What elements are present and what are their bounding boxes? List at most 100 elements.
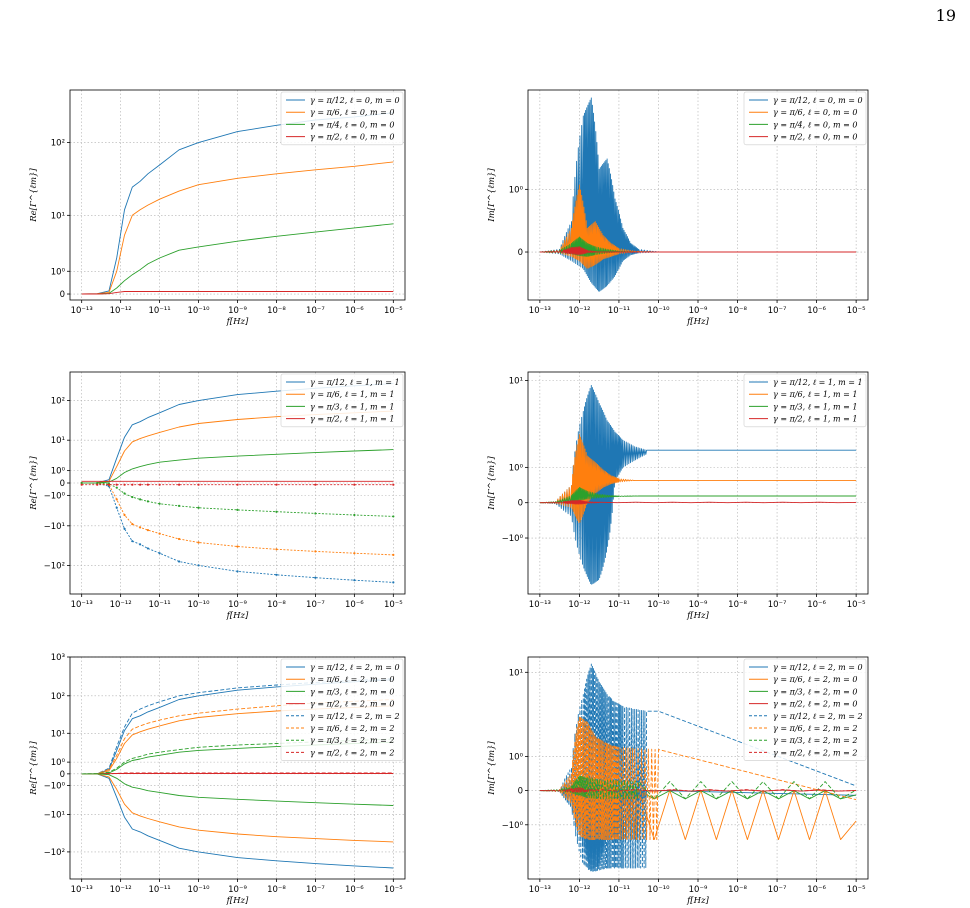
series-marker: [392, 553, 395, 556]
legend-label: γ = π/2, ℓ = 1, m = 1: [310, 415, 394, 424]
x-tick-label: 10⁻¹⁰: [647, 600, 670, 610]
x-tick-label: 10⁻⁹: [228, 306, 247, 316]
y-tick-label: 0: [60, 479, 65, 489]
x-tick-label: 10⁻⁸: [728, 306, 747, 316]
x-tick-label: 10⁻⁷: [768, 600, 787, 610]
legend: γ = π/12, ℓ = 1, m = 1 γ = π/6, ℓ = 1, m …: [743, 373, 867, 428]
series-marker: [146, 483, 150, 486]
series-line-3: [81, 291, 394, 295]
series-marker: [177, 483, 181, 486]
series-marker: [353, 483, 356, 486]
x-tick-label: 10⁻⁵: [847, 885, 866, 895]
x-axis-label: f[Hz]: [686, 896, 709, 906]
x-tick-label: 10⁻⁹: [228, 600, 247, 610]
series-marker: [197, 564, 200, 567]
y-tick-label: 10¹: [509, 668, 523, 678]
x-tick-label: 10⁻⁷: [306, 600, 325, 610]
x-tick-label: 10⁻¹³: [71, 306, 93, 316]
legend-box: [743, 373, 867, 428]
series-marker: [177, 560, 181, 563]
series-line-6: [81, 482, 394, 517]
series-marker: [115, 486, 118, 489]
x-tick-label: 10⁻⁷: [768, 885, 787, 895]
legend-box: [743, 91, 867, 146]
x-tick-label: 10⁻⁵: [847, 306, 866, 316]
plot-frame: [527, 656, 869, 880]
x-tick-label: 10⁻⁵: [384, 885, 403, 895]
series-line-9: [81, 773, 394, 843]
x-tick-label: 10⁻¹⁰: [187, 885, 210, 895]
x-tick-label: 10⁻⁸: [267, 885, 286, 895]
y-tick-label: 10⁰: [509, 752, 524, 762]
series-marker: [197, 506, 200, 509]
x-tick-label: 10⁻¹¹: [608, 306, 630, 316]
series-marker: [392, 515, 395, 518]
x-tick-label: 10⁻¹²: [568, 306, 590, 316]
series-marker: [314, 576, 317, 579]
series-marker: [146, 500, 150, 503]
x-tick-label: 10⁻¹¹: [149, 600, 171, 610]
y-tick-label: 10⁰: [51, 267, 66, 277]
series-marker: [275, 548, 278, 551]
series-marker: [314, 483, 317, 486]
plot-frame: [527, 371, 869, 595]
legend-box: [743, 658, 867, 761]
x-tick-label: 10⁻¹²: [110, 306, 132, 316]
x-tick-label: 10⁻⁵: [384, 306, 403, 316]
legend-label: γ = π/6, ℓ = 2, m = 2: [773, 724, 857, 733]
legend-label: γ = π/3, ℓ = 2, m = 0: [773, 687, 857, 696]
x-axis-label: f[Hz]: [226, 611, 249, 621]
page-number: 19: [935, 6, 956, 25]
legend-label: γ = π/2, ℓ = 0, m = 0: [773, 133, 857, 142]
legend-label: γ = π/12, ℓ = 1, m = 1: [310, 378, 400, 387]
series-marker: [115, 483, 118, 486]
plot-frame: [527, 89, 869, 301]
legend: γ = π/12, ℓ = 0, m = 0 γ = π/6, ℓ = 0, m …: [743, 91, 867, 146]
x-tick-label: 10⁻¹¹: [149, 306, 171, 316]
y-tick-label: 10⁰: [509, 185, 524, 195]
series-marker: [139, 543, 142, 546]
plot-frame: [69, 89, 406, 301]
legend-label: γ = π/12, ℓ = 2, m = 0: [310, 663, 400, 672]
x-tick-label: 10⁻⁷: [306, 885, 325, 895]
y-tick-label: 10¹: [509, 377, 523, 387]
series-marker: [353, 552, 356, 555]
x-tick-label: 10⁻⁶: [345, 600, 364, 610]
y-axis-label: Re[Γ^{ℓm}]: [29, 456, 39, 511]
series-marker: [96, 483, 99, 486]
series-marker: [158, 483, 161, 486]
series-marker: [236, 483, 239, 486]
x-tick-label: 10⁻⁸: [728, 600, 747, 610]
series-marker: [158, 502, 161, 505]
series-line-8: [81, 773, 394, 869]
series-marker: [177, 537, 181, 541]
legend-box: [280, 373, 404, 428]
x-tick-label: 10⁻⁶: [807, 600, 826, 610]
series-marker: [131, 483, 134, 486]
y-tick-label: 0: [518, 499, 523, 509]
series-marker: [123, 527, 126, 530]
series-marker: [275, 573, 278, 576]
y-tick-label: −10⁰: [502, 821, 524, 831]
y-tick-label: −10⁰: [502, 534, 524, 544]
series-marker: [392, 581, 395, 584]
series-marker: [115, 498, 118, 501]
legend-label: γ = π/6, ℓ = 2, m = 2: [310, 724, 394, 733]
legend-label: γ = π/3, ℓ = 1, m = 1: [773, 402, 857, 411]
x-tick-label: 10⁻¹¹: [149, 885, 171, 895]
legend-label: γ = π/6, ℓ = 0, m = 0: [773, 108, 857, 117]
x-tick-label: 10⁻¹⁰: [187, 306, 210, 316]
series-line-5: [81, 482, 394, 556]
series-line-7: [539, 787, 857, 793]
y-axis-label: Im[Γ^{ℓm}]: [487, 741, 497, 796]
y-tick-label: −10²: [44, 848, 65, 858]
legend-label: γ = π/2, ℓ = 2, m = 2: [310, 748, 394, 757]
x-tick-label: 10⁻⁸: [728, 885, 747, 895]
series-marker: [392, 483, 395, 486]
series-marker: [123, 483, 126, 486]
chart-row3-left: 10⁻¹³ 10⁻¹² 10⁻¹¹ 10⁻¹⁰ 10⁻⁹ 10⁻⁸ 10⁻⁷ 10⁻⁶ 10⁻⁵…: [29, 653, 406, 906]
x-tick-label: 10⁻¹³: [529, 600, 551, 610]
x-tick-label: 10⁻¹²: [110, 600, 132, 610]
series-marker: [275, 483, 278, 486]
y-tick-label: 0: [518, 248, 523, 258]
